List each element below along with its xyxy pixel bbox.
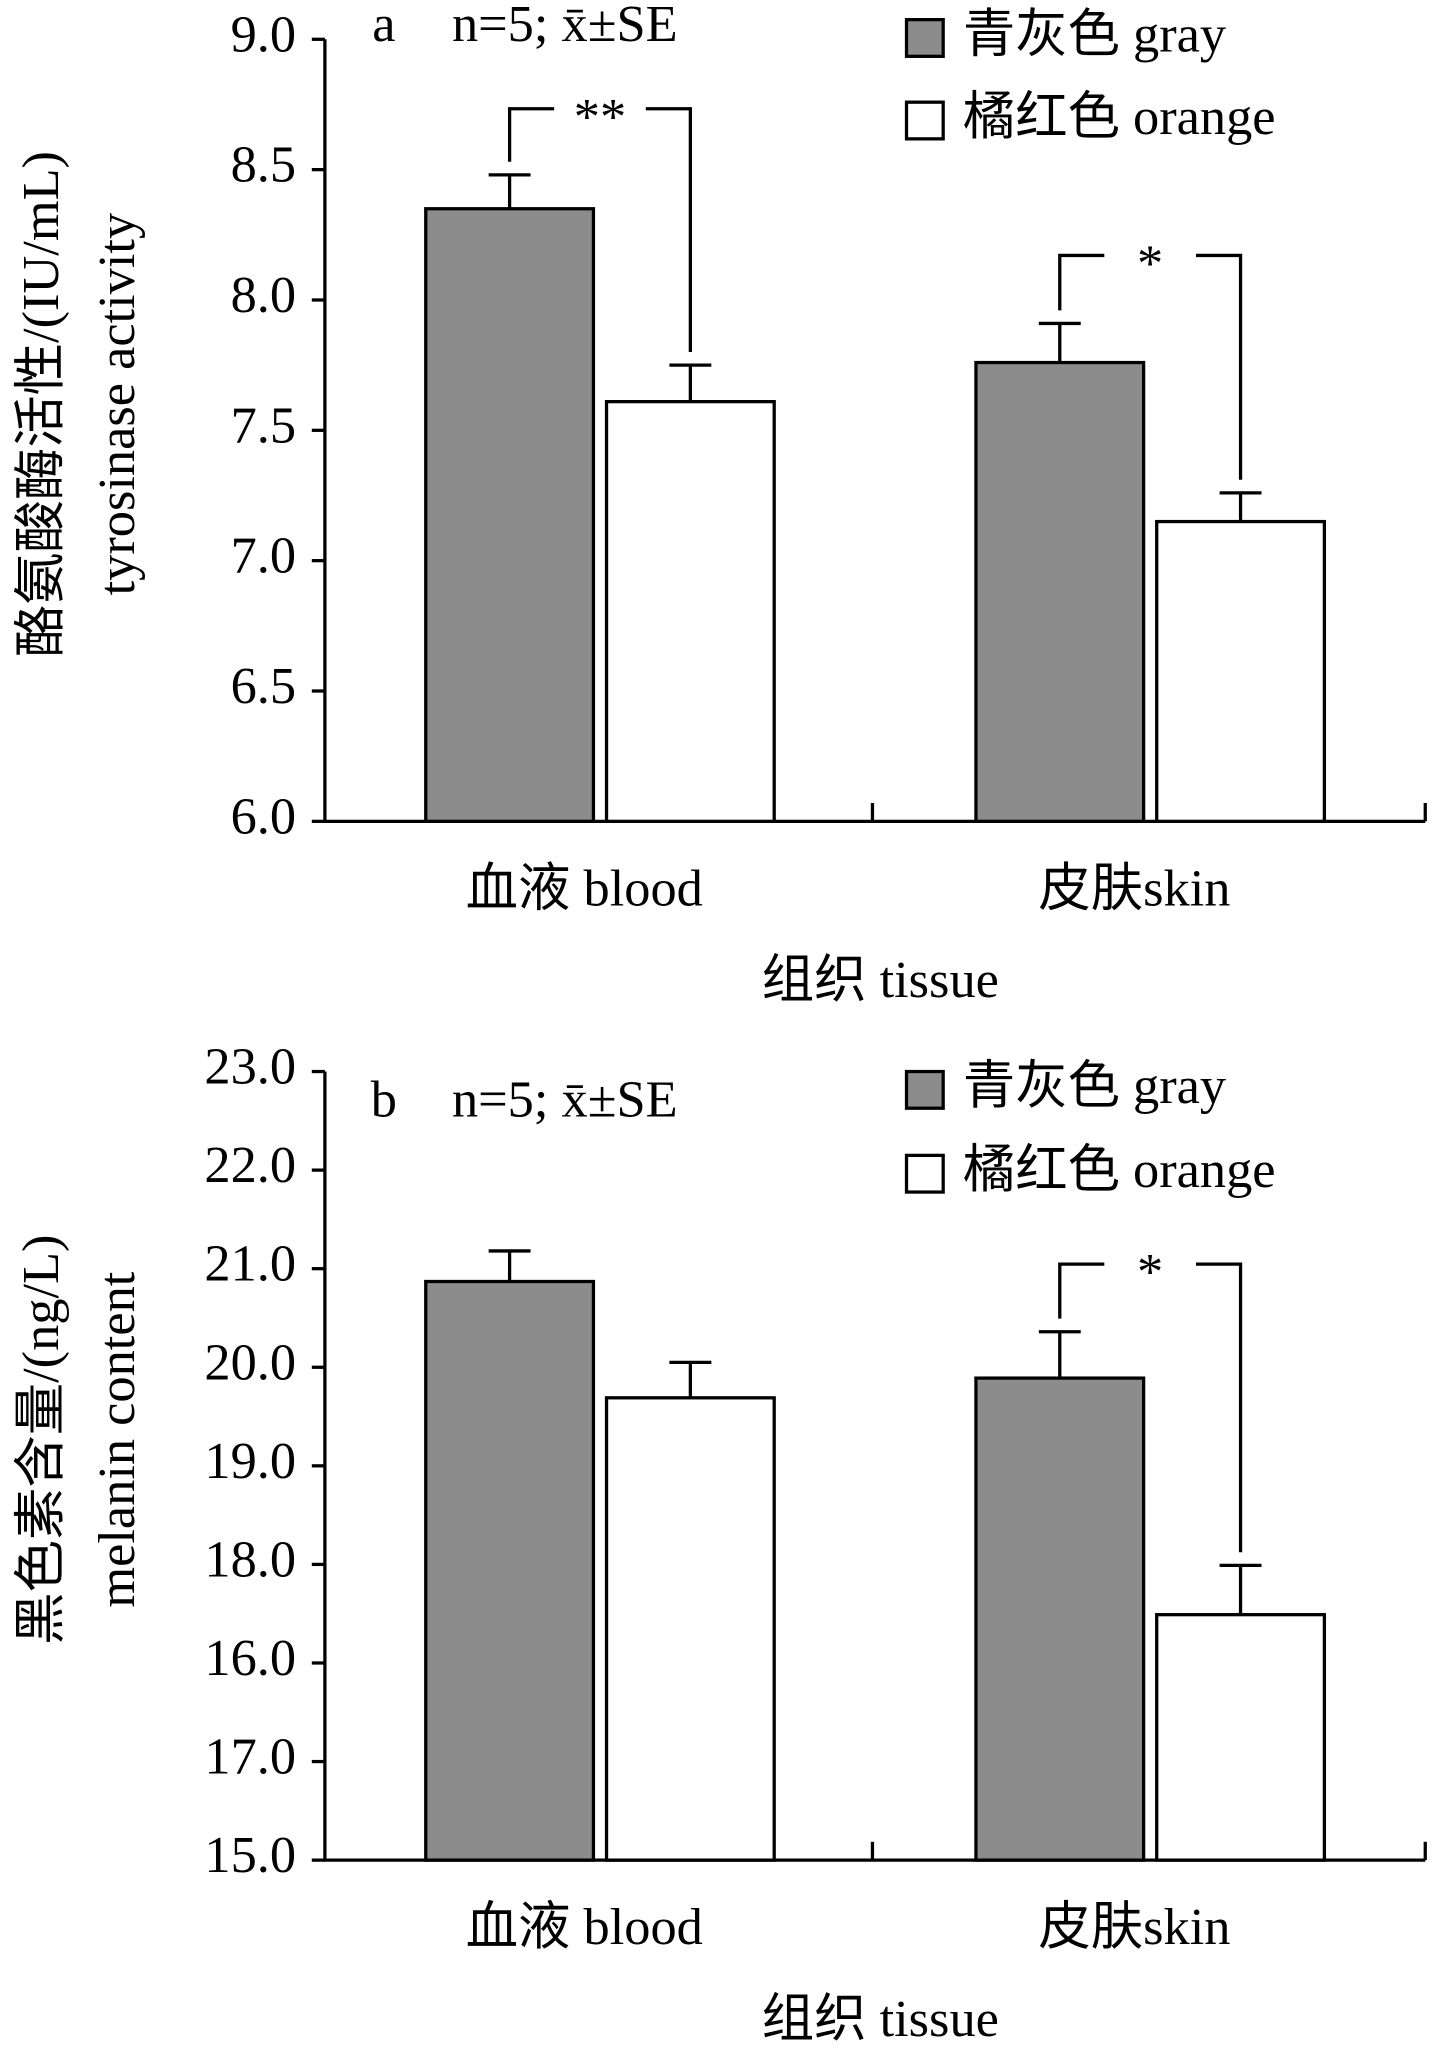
error-bar [1038, 321, 1081, 363]
significance-bracket [1058, 1262, 1243, 1553]
bar [974, 360, 1146, 823]
legend-label: 橘红色 orange [963, 88, 1276, 146]
y-axis-label: tyrosinase activity [88, 213, 146, 596]
y-tick-label: 16.0 [204, 1629, 296, 1687]
bar [424, 1279, 596, 1862]
stats-note: n=5; x̄±SE [452, 1070, 678, 1128]
x-tick-label: 皮肤skin [1038, 1898, 1230, 1956]
legend-label: 青灰色 gray [963, 5, 1226, 63]
y-tick-label: 21.0 [204, 1235, 296, 1293]
y-tick-label: 15.0 [204, 1826, 296, 1884]
y-tick-label: 9.0 [231, 5, 296, 63]
y-tick-label: 7.5 [231, 396, 296, 454]
y-tick-label: 20.0 [204, 1333, 296, 1391]
legend-swatch [904, 100, 945, 141]
significance-bracket [1058, 253, 1243, 480]
legend-swatch [904, 18, 945, 58]
x-axis-label: 组织 tissue [762, 951, 999, 1009]
legend-label: 青灰色 gray [963, 1057, 1226, 1115]
y-tick-label: 8.0 [231, 266, 296, 324]
error-bar [669, 363, 712, 402]
bar [424, 207, 596, 823]
y-tick-label: 8.5 [231, 136, 296, 194]
error-bar [669, 1360, 712, 1398]
panel-label: b [371, 1070, 397, 1128]
y-tick-label: 19.0 [204, 1432, 296, 1490]
stats-note: n=5; x̄±SE [452, 0, 678, 53]
bar [604, 1396, 776, 1862]
significance-label: * [1137, 1243, 1163, 1301]
error-bar [488, 1249, 531, 1282]
y-tick-label: 22.0 [204, 1136, 296, 1194]
error-bar [1219, 491, 1262, 522]
y-tick-label: 23.0 [204, 1038, 296, 1096]
y-tick-label: 18.0 [204, 1530, 296, 1588]
y-tick-label: 6.5 [231, 657, 296, 715]
x-axis-label: 组织 tissue [762, 1990, 999, 2048]
y-axis-label: 黑色素含量/(ng/L) [12, 1235, 70, 1645]
x-tick-label: 血液 blood [466, 859, 703, 917]
legend-swatch [904, 1153, 945, 1194]
significance-label: ** [574, 88, 626, 146]
y-tick-label: 6.0 [231, 787, 296, 845]
y-tick-label: 17.0 [204, 1728, 296, 1786]
y-axis-label: melanin content [88, 1271, 146, 1607]
error-bar [1038, 1330, 1081, 1379]
legend-label: 橘红色 orange [963, 1141, 1276, 1199]
bar [1155, 519, 1327, 823]
error-bar [1219, 1563, 1262, 1615]
legend-swatch [904, 1069, 945, 1110]
x-tick-label: 皮肤skin [1038, 859, 1230, 917]
bar [604, 400, 776, 823]
y-axis-label: 酪氨酸酶活性/(IU/mL) [12, 151, 70, 657]
significance-bracket [507, 107, 693, 353]
bar [1155, 1613, 1327, 1862]
panel-label: a [372, 0, 395, 53]
y-tick-label: 7.0 [231, 527, 296, 585]
bar [974, 1376, 1146, 1862]
x-tick-label: 血液 blood [466, 1898, 703, 1956]
error-bar [488, 173, 531, 209]
significance-label: * [1137, 235, 1163, 293]
